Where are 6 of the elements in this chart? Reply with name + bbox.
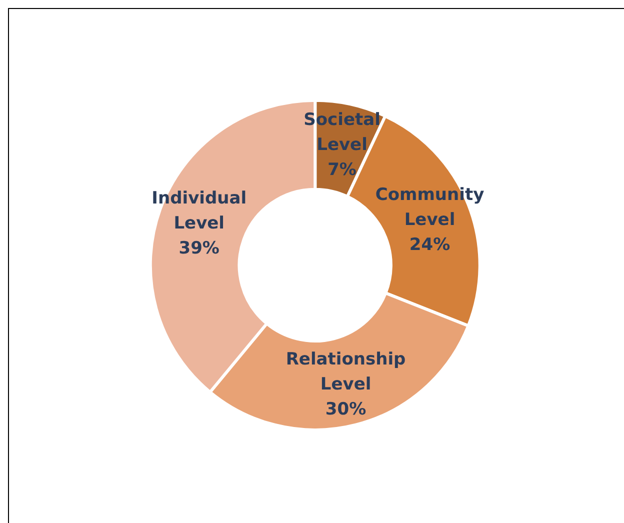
data-label: 39%	[178, 238, 220, 258]
data-label: 24%	[409, 234, 450, 255]
slice-label: Relationship Level	[286, 350, 406, 395]
slice-label: Individual Level	[152, 188, 247, 234]
data-label: 30%	[325, 400, 366, 420]
data-label: 7%	[328, 160, 356, 180]
